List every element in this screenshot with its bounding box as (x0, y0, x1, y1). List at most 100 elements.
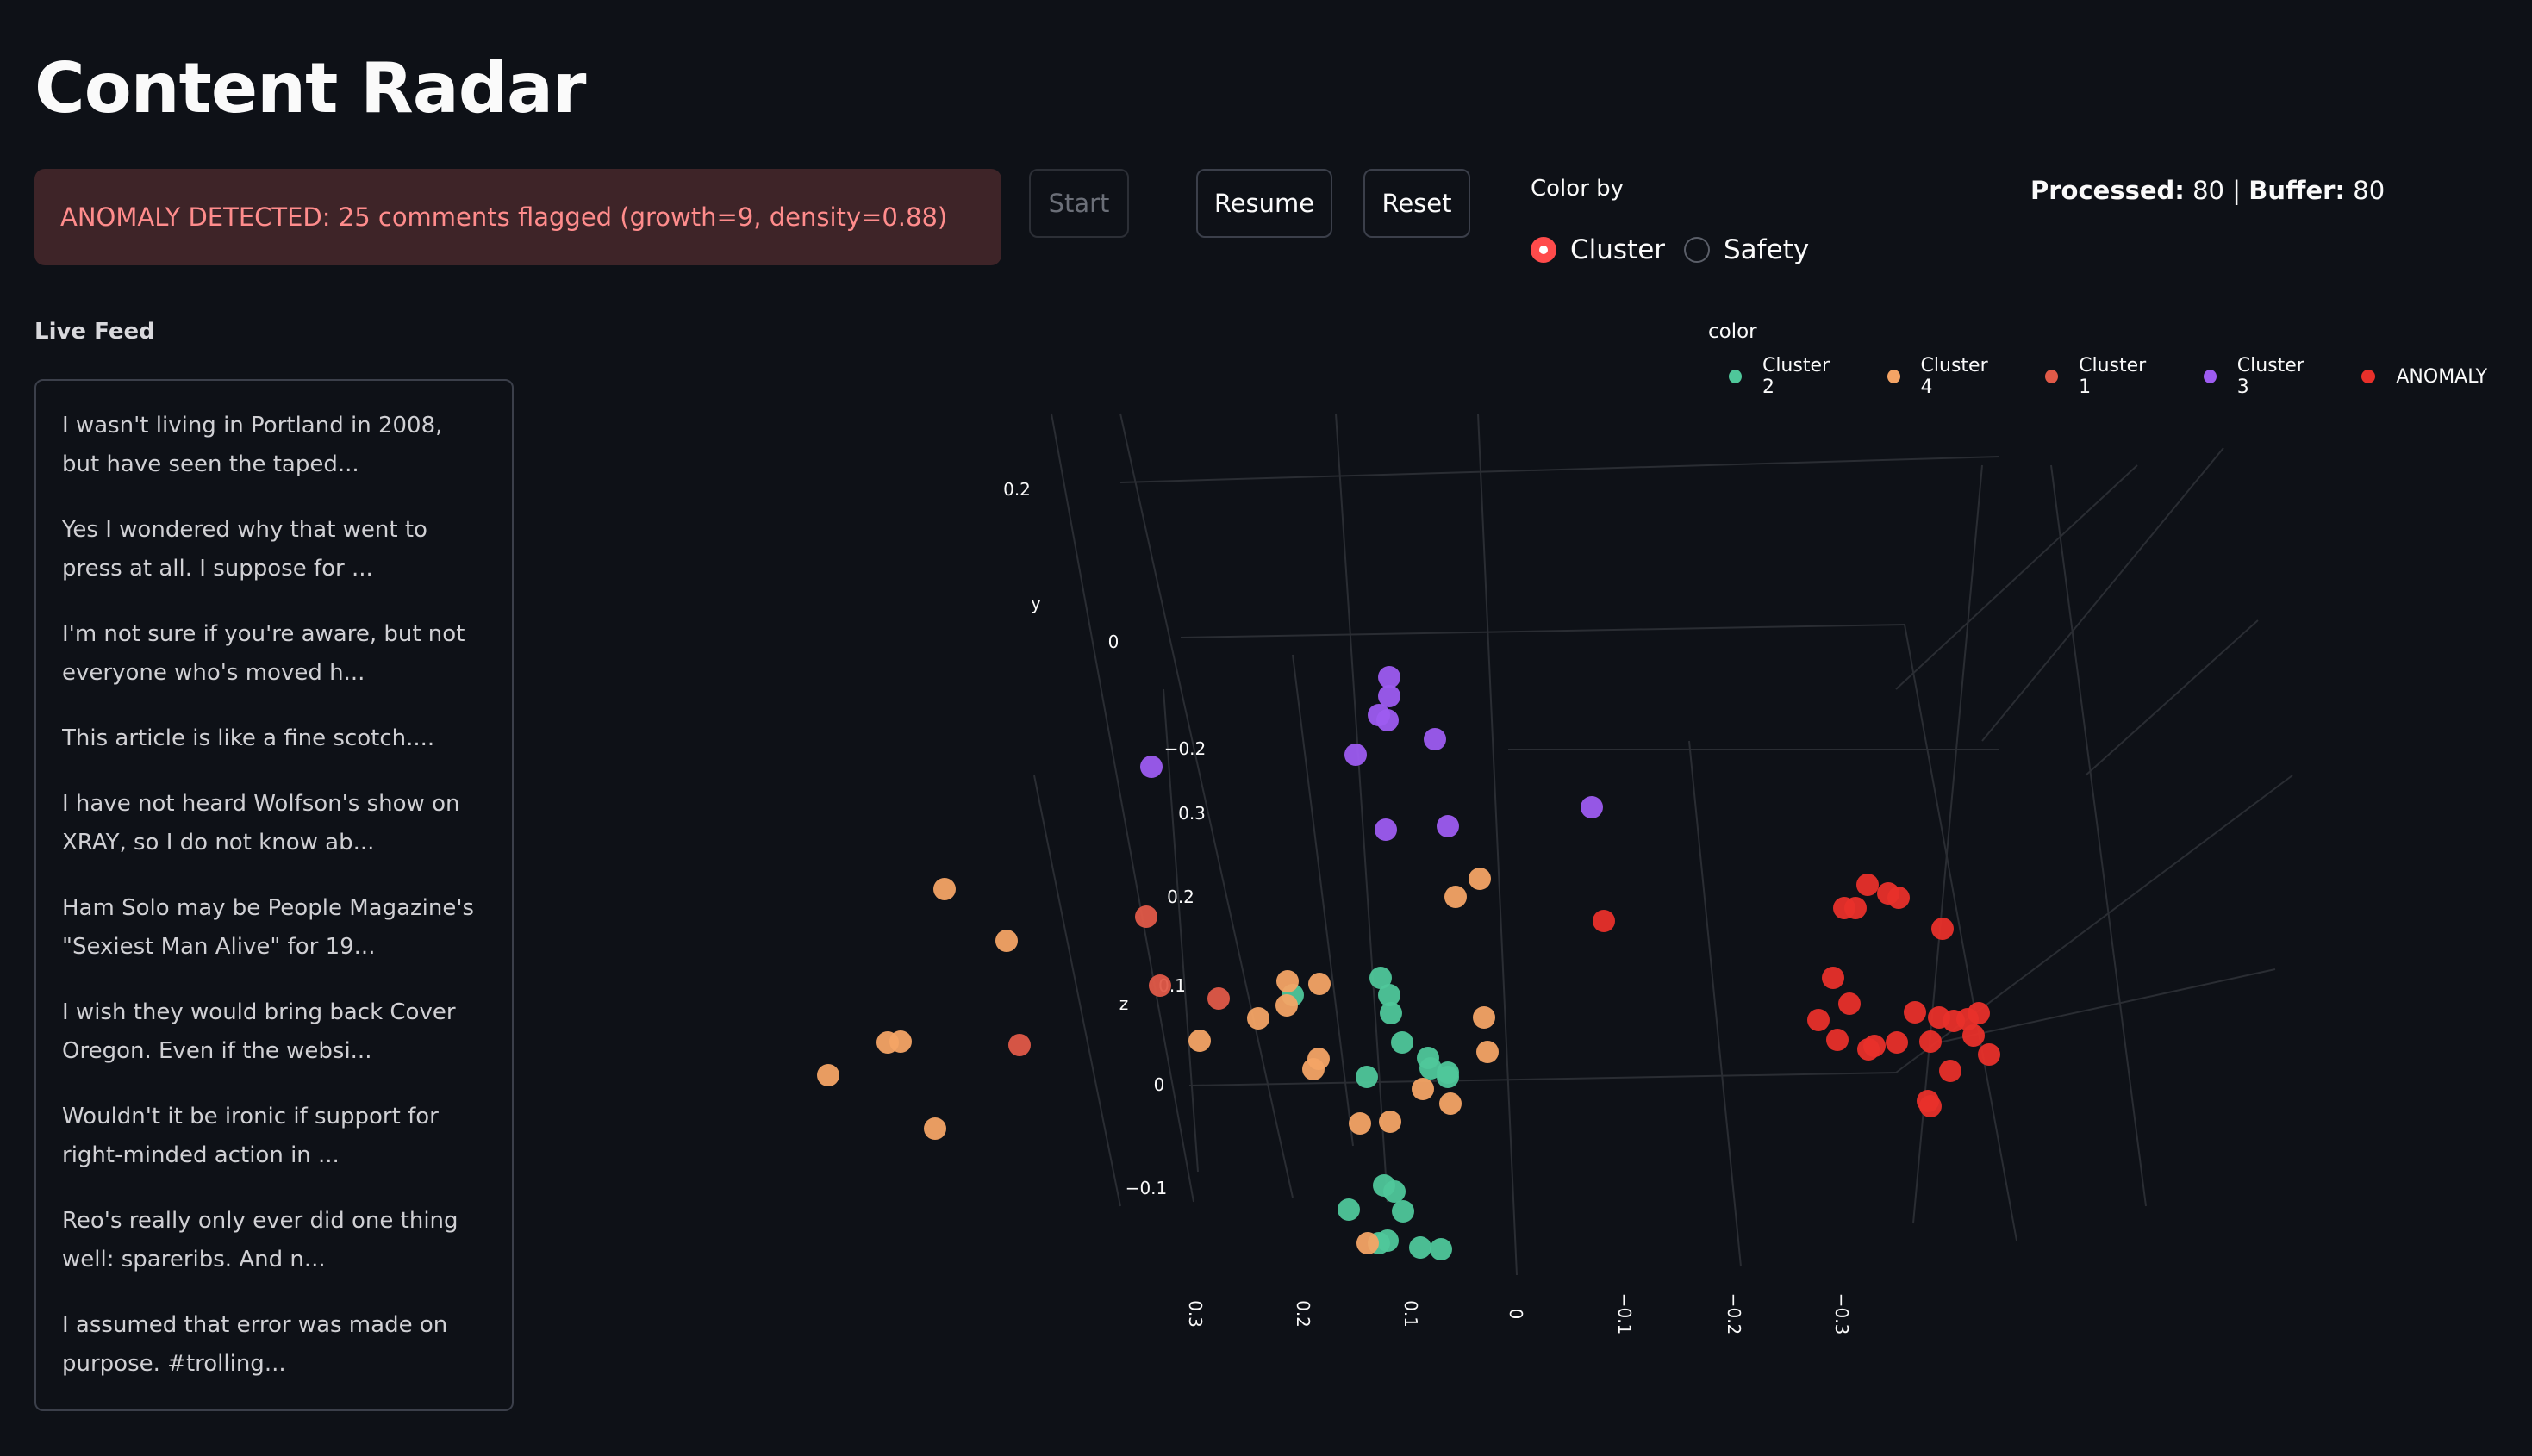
legend-item[interactable]: Cluster 3 (2203, 355, 2317, 398)
scatter-point (1383, 1180, 1406, 1203)
grid-line (1477, 413, 1518, 1276)
scatter-point (1008, 1034, 1031, 1056)
scatter-point (1140, 756, 1163, 778)
scatter-point (1919, 1095, 1942, 1117)
scatter-point (1437, 815, 1459, 837)
scatter-point (1247, 1007, 1269, 1030)
feed-item: Ham Solo may be People Magazine's "Sexie… (62, 895, 475, 960)
grid-line (1335, 413, 1388, 1203)
legend-label: Cluster 3 (2236, 355, 2304, 398)
legend-swatch-icon (1887, 370, 1900, 383)
legend-label: ANOMALY (2396, 365, 2488, 388)
grid-line (1119, 456, 2000, 483)
scatter-point (1437, 1066, 1459, 1088)
buffer-value: 80 (2353, 176, 2385, 205)
legend-item[interactable]: Cluster 4 (1887, 355, 2001, 398)
scatter-point (1356, 1066, 1378, 1088)
scatter-point (1968, 1002, 1990, 1024)
processed-label: Processed: (2030, 176, 2185, 205)
y-tick-label: 0.2 (1003, 479, 1031, 500)
scatter-point (889, 1030, 912, 1053)
radio-selected-icon[interactable] (1531, 237, 1556, 263)
color-by-label: Color by (1531, 176, 1625, 202)
scatter-point (1887, 887, 1910, 909)
reset-button[interactable]: Reset (1363, 169, 1470, 238)
scatter-point (933, 878, 956, 900)
y-axis-label: y (1031, 593, 1041, 613)
x-tick-label: 0.2 (1293, 1300, 1313, 1328)
scatter-point (1392, 1200, 1414, 1223)
scatter-point (1419, 1057, 1442, 1080)
scatter-point (1593, 910, 1615, 932)
grid-line (1895, 464, 2138, 690)
legend-item[interactable]: Cluster 1 (2045, 355, 2159, 398)
scatter-point (1349, 1112, 1371, 1135)
buffer-label: Buffer: (2248, 176, 2346, 205)
legend-item[interactable]: Cluster 2 (1729, 355, 1843, 398)
scatter-point (1369, 967, 1392, 989)
grid-line (1981, 447, 2224, 742)
scatter-point (995, 930, 1018, 952)
scatter-point (817, 1064, 839, 1086)
feed-item: I wasn't living in Portland in 2008, but… (62, 413, 443, 477)
y-tick-label: −0.2 (1164, 738, 1207, 759)
scatter-point (1822, 967, 1844, 989)
scatter-point (1439, 1092, 1462, 1115)
scatter-point (1931, 918, 1954, 940)
x-tick-label: −0.2 (1724, 1293, 1744, 1335)
legend-swatch-icon (2045, 370, 2059, 383)
scatter-point (1978, 1043, 2000, 1066)
scatter-point (1375, 818, 1397, 841)
scatter-point (1338, 1198, 1360, 1221)
start-button[interactable]: Start (1029, 169, 1129, 238)
feed-item: This article is like a fine scotch.... (62, 725, 435, 751)
feed-item: Wouldn't it be ironic if support for rig… (62, 1104, 439, 1168)
stats-separator: | (2232, 176, 2242, 205)
scatter-point (1807, 1009, 1830, 1031)
radio-cluster[interactable]: Cluster (1531, 234, 1665, 265)
scatter-point (1476, 1041, 1499, 1063)
x-tick-label: 0 (1506, 1309, 1526, 1320)
scatter-point (1844, 897, 1867, 919)
scatter-point (1886, 1031, 1908, 1054)
legend-swatch-icon (1729, 370, 1742, 383)
live-feed-label: Live Feed (34, 319, 155, 345)
scatter-point (1581, 796, 1603, 818)
feed-item: I assumed that error was made on purpose… (62, 1312, 448, 1377)
grid-line (1163, 688, 1199, 1173)
legend-item[interactable]: ANOMALY (2361, 355, 2487, 398)
resume-button[interactable]: Resume (1196, 169, 1332, 238)
radio-cluster-label: Cluster (1570, 234, 1666, 265)
scatter-point (1378, 666, 1400, 688)
scatter-point (1149, 974, 1171, 997)
scatter-point (1302, 1058, 1325, 1080)
legend-label: Cluster 4 (1920, 355, 1988, 398)
feed-item: I have not heard Wolfson's show on XRAY,… (62, 791, 460, 856)
radio-unselected-icon[interactable] (1684, 237, 1710, 263)
grid-line (2085, 619, 2259, 776)
grid-line (1180, 624, 1905, 638)
grid-line (1904, 624, 2017, 1241)
processed-value: 80 (2192, 176, 2225, 205)
feed-item: I'm not sure if you're aware, but not ev… (62, 621, 465, 686)
radio-safety[interactable]: Safety (1684, 234, 1809, 265)
scatter-point (1838, 992, 1861, 1015)
legend-label: Cluster 1 (2079, 355, 2147, 398)
anomaly-alert: ANOMALY DETECTED: 25 comments flagged (g… (34, 169, 1001, 265)
scatter-point (1380, 1002, 1402, 1024)
scatter-point (1826, 1029, 1849, 1051)
live-feed-panel[interactable]: I wasn't living in Portland in 2008, but… (34, 379, 514, 1411)
z-tick-label: 0.2 (1167, 887, 1194, 907)
grid-line (1292, 654, 1354, 1147)
scatter-point (1962, 1024, 1985, 1047)
scatter-point (1919, 1030, 1942, 1053)
scatter-point (924, 1117, 946, 1140)
scatter-point (1276, 970, 1299, 992)
chart-legend[interactable]: Cluster 2 Cluster 4 Cluster 1 Cluster 3 ANOM… (1729, 355, 2532, 398)
scatter-point (1469, 868, 1491, 890)
scatter-point (1308, 973, 1331, 995)
feed-item: Reo's really only ever did one thing wel… (62, 1208, 458, 1272)
feed-item: Yes I wondered why that went to press at… (62, 517, 427, 582)
x-tick-label: 0.1 (1400, 1300, 1421, 1328)
